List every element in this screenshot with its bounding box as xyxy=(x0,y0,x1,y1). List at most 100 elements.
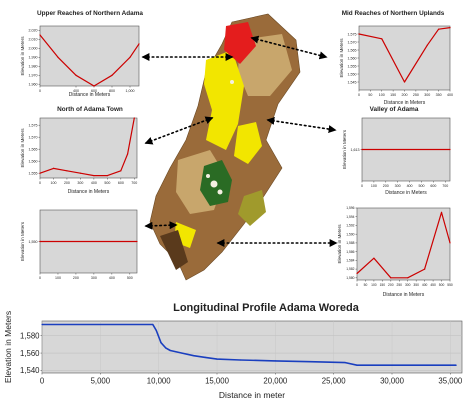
x-tick-label: 50 xyxy=(364,283,368,287)
y-tick-label: 1,592 xyxy=(346,224,354,228)
x-tick-label: 100 xyxy=(371,283,377,287)
data-point xyxy=(449,148,451,151)
data-point xyxy=(79,172,82,174)
line-chart: 0 50 100 150 200 250 300 350 400 450 500 550 1,580 1,… xyxy=(337,206,453,298)
data-point xyxy=(426,364,428,366)
chart-title: Longitudinal Profile Adama Woreda xyxy=(173,302,360,314)
x-tick-label: 800 xyxy=(109,89,115,93)
x-tick-label: 30,000 xyxy=(380,376,405,385)
y-tick-label: 2,010 xyxy=(29,38,38,42)
series-line xyxy=(358,27,451,83)
data-point xyxy=(239,359,241,361)
data-point xyxy=(438,28,440,30)
y-tick-label: 1,970 xyxy=(29,74,38,78)
y-tick-label: 1,565 xyxy=(29,147,38,151)
y-axis-label: Elevation in Meters xyxy=(342,129,347,169)
x-tick-label: 500 xyxy=(104,181,110,185)
y-tick-label: 1,584 xyxy=(346,259,354,263)
data-point xyxy=(424,268,426,270)
data-point xyxy=(169,349,171,352)
y-tick-label: 1,590 xyxy=(346,232,354,236)
data-point xyxy=(391,364,393,366)
data-point xyxy=(216,358,218,360)
x-tick-label: 35,000 xyxy=(438,376,463,385)
x-tick-label: 600 xyxy=(118,181,124,185)
map-settlement-dot xyxy=(210,180,218,188)
y-axis-label: Elevation in Meters xyxy=(20,128,25,168)
data-point xyxy=(66,170,68,172)
plot-area xyxy=(358,25,451,91)
y-tick-label: 1,565 xyxy=(348,48,357,52)
x-tick-label: 600 xyxy=(91,89,97,93)
x-tick-label: 10,000 xyxy=(147,376,172,385)
y-tick-label: 1,580 xyxy=(20,331,40,340)
x-tick-label: 400 xyxy=(91,181,97,185)
y-axis-label: Elevation in Meters xyxy=(337,224,342,264)
x-tick-label: 250 xyxy=(397,283,403,287)
data-point xyxy=(361,148,363,151)
data-point xyxy=(204,356,206,358)
x-tick-label: 100 xyxy=(50,181,56,185)
y-tick-label: 1,582 xyxy=(346,267,354,271)
chart-title: Valley of Adama xyxy=(370,106,419,113)
x-tick-label: 400 xyxy=(447,93,453,97)
data-point xyxy=(373,257,375,259)
connector-arrow xyxy=(266,116,337,134)
plot-area xyxy=(39,117,138,179)
x-tick-label: 450 xyxy=(430,283,436,287)
y-tick-label: 1,575 xyxy=(29,123,38,127)
y-tick-label: 1,580 xyxy=(346,276,354,280)
x-tick-label: 500 xyxy=(418,184,424,188)
x-tick-label: 250 xyxy=(413,93,419,97)
data-point xyxy=(455,364,457,366)
y-tick-label: 1,560 xyxy=(348,56,357,60)
line-chart: Upper Reaches of Northern Adama 0 400 600 80… xyxy=(20,10,143,98)
x-tick-label: 100 xyxy=(371,184,377,188)
data-point xyxy=(309,361,311,363)
x-tick-label: 200 xyxy=(383,184,389,188)
y-tick-label: 1,575 xyxy=(348,32,357,36)
x-tick-label: 200 xyxy=(73,276,79,280)
data-point xyxy=(111,74,113,76)
y-tick-label: 1,990 xyxy=(29,56,38,60)
map-dark-zone xyxy=(160,230,188,270)
x-tick-label: 200 xyxy=(388,283,394,287)
x-tick-label: 150 xyxy=(380,283,386,287)
data-point xyxy=(138,43,140,45)
x-tick-label: 400 xyxy=(422,283,428,287)
data-point xyxy=(407,277,409,279)
chart-title: Mid Reaches of Northern Uplands xyxy=(342,10,445,17)
y-tick-label: 1,960 xyxy=(29,82,38,86)
y-axis-label: Elevation in Meters xyxy=(3,311,13,383)
data-point xyxy=(274,360,276,362)
line-chart: 0 100 200 300 400 500 1,550 Elevation in Meters xyxy=(20,209,138,280)
x-tick-label: 0 xyxy=(356,283,358,287)
data-point xyxy=(181,352,183,354)
x-tick-label: 300 xyxy=(424,93,430,97)
data-point xyxy=(381,38,383,40)
y-tick-label: 2,020 xyxy=(29,29,38,33)
x-axis-label: Distance in Meters xyxy=(383,292,425,298)
y-axis-label: Elevation in Meters xyxy=(20,221,25,261)
y-tick-label: 1,588 xyxy=(346,241,354,245)
x-tick-label: 500 xyxy=(439,283,445,287)
map-yellow-zone xyxy=(234,122,262,164)
x-tick-label: 0 xyxy=(40,376,45,385)
x-tick-label: 500 xyxy=(127,276,133,280)
y-axis-label: Elevation in Meters xyxy=(339,38,344,78)
x-tick-label: 300 xyxy=(77,181,83,185)
data-point xyxy=(93,175,95,177)
data-point xyxy=(120,170,122,172)
x-tick-label: 100 xyxy=(55,276,61,280)
data-point xyxy=(403,81,406,83)
x-tick-label: 700 xyxy=(131,181,137,185)
data-point xyxy=(152,323,154,326)
y-tick-label: 1,613 xyxy=(351,148,360,152)
data-point xyxy=(449,27,451,29)
y-tick-label: 1,586 xyxy=(346,250,354,254)
data-point xyxy=(356,364,358,366)
x-axis-label: Distance in Meters xyxy=(68,189,110,195)
x-tick-label: 200 xyxy=(64,181,70,185)
y-tick-label: 1,540 xyxy=(20,366,40,375)
